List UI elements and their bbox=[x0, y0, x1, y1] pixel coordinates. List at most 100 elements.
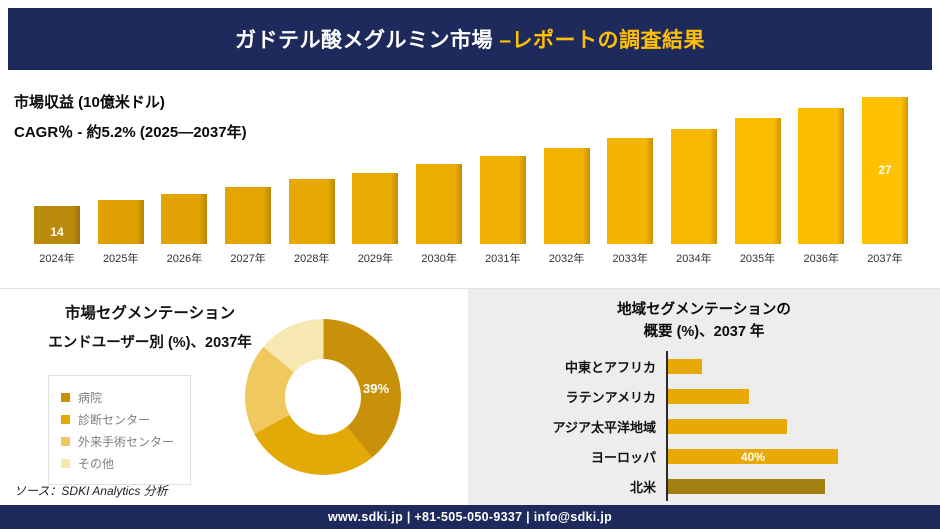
x-axis-tick-label: 2027年 bbox=[230, 253, 266, 265]
revenue-bar-column: 2030年 bbox=[416, 164, 463, 265]
revenue-bar bbox=[161, 194, 208, 244]
revenue-bar: 27 bbox=[861, 97, 908, 244]
legend-item: その他 bbox=[61, 452, 174, 474]
revenue-bar bbox=[798, 108, 845, 244]
legend-label: 病院 bbox=[78, 390, 103, 405]
footer-banner: www.sdki.jp | +81-505-050-9337 | info@sd… bbox=[0, 505, 940, 529]
revenue-bar bbox=[225, 187, 272, 244]
segmentation-titles: 市場セグメンテーション エンドユーザー別 (%)、2037年 bbox=[0, 301, 300, 352]
revenue-bar-column: 2035年 bbox=[734, 118, 781, 265]
regional-row: 北米 bbox=[476, 471, 924, 501]
x-axis-tick-label: 2026年 bbox=[166, 253, 203, 265]
revenue-bar-column: 27 2037年 bbox=[861, 97, 908, 265]
bar-value-label: 27 bbox=[878, 163, 892, 178]
legend-label: 外来手術センター bbox=[78, 434, 175, 449]
legend-label: その他 bbox=[78, 456, 115, 471]
enduser-segmentation-panel: 市場セグメンテーション エンドユーザー別 (%)、2037年 病院診断センター外… bbox=[0, 289, 468, 505]
regional-category-label: ヨーロッパ bbox=[590, 449, 656, 465]
donut-value-label: 39% bbox=[362, 381, 390, 396]
revenue-bar-column: 2026年 bbox=[161, 194, 208, 265]
revenue-chart-labels: 市場収益 (10億米ドル) CAGR％ - 約5.2% (2025―2037年) bbox=[14, 88, 247, 148]
regional-bar-area bbox=[666, 381, 924, 411]
enduser-legend: 病院診断センター外来手術センター その他 bbox=[48, 375, 192, 485]
x-axis-tick-label: 2037年 bbox=[867, 253, 903, 265]
regional-bar bbox=[668, 388, 749, 404]
revenue-bar bbox=[352, 173, 399, 244]
regional-bar bbox=[668, 478, 825, 494]
segmentation-title: 市場セグメンテーション bbox=[64, 305, 236, 322]
segmentation-subtitle: エンドユーザー別 (%)、2037年 bbox=[48, 335, 252, 351]
regional-category-label: ラテンアメリカ bbox=[565, 389, 656, 405]
regional-title: 地域セグメンテーションの 概要 (%)、2037 年 bbox=[468, 289, 940, 344]
legend-swatch bbox=[61, 392, 70, 402]
legend-label: 診断センター bbox=[78, 412, 151, 427]
regional-bar-rows: 中東とアフリカ ラテンアメリカアジア太平洋地域ヨーロッパ 40% 北米 bbox=[476, 351, 924, 501]
title-main: ガドテル酸メグルミン市場 bbox=[234, 29, 500, 52]
revenue-bar bbox=[288, 179, 335, 244]
regional-bar-area bbox=[666, 471, 924, 501]
regional-row: 中東とアフリカ bbox=[476, 351, 924, 381]
legend-swatch bbox=[61, 458, 70, 468]
bottom-panels: 市場セグメンテーション エンドユーザー別 (%)、2037年 病院診断センター外… bbox=[0, 288, 940, 505]
legend-item: 病院 bbox=[61, 386, 174, 408]
header-banner: ガドテル酸メグルミン市場 –レポートの調査結果 bbox=[8, 8, 932, 70]
regional-segmentation-panel: 地域セグメンテーションの 概要 (%)、2037 年 中東とアフリカ ラテンアメリ… bbox=[468, 289, 940, 505]
x-axis-tick-label: 2034年 bbox=[676, 253, 712, 265]
enduser-donut-chart: 39% bbox=[245, 319, 401, 475]
bar-value-label: 14 bbox=[50, 225, 64, 239]
revenue-bar-column: 14 2024年 bbox=[34, 206, 80, 265]
legend-item: 診断センター bbox=[61, 408, 174, 430]
x-axis-tick-label: 2031年 bbox=[485, 253, 521, 265]
x-axis-tick-label: 2035年 bbox=[739, 253, 776, 265]
page-title: ガドテル酸メグルミン市場 –レポートの調査結果 bbox=[235, 24, 705, 54]
regional-bar-area bbox=[666, 351, 924, 381]
revenue-bar-column: 2029年 bbox=[352, 173, 399, 265]
legend-item: 外来手術センター bbox=[61, 430, 174, 452]
revenue-bar-column: 2033年 bbox=[607, 138, 654, 265]
regional-bar-area bbox=[666, 411, 924, 441]
regional-category-label: 北米 bbox=[629, 479, 656, 495]
regional-bar: 40% bbox=[668, 448, 838, 464]
regional-row: アジア太平洋地域 bbox=[476, 411, 924, 441]
title-accent: –レポートの調査結果 bbox=[499, 29, 706, 52]
revenue-metric-label: 市場収益 (10億米ドル) bbox=[14, 94, 165, 111]
x-axis-tick-label: 2030年 bbox=[421, 253, 457, 265]
x-axis-tick-label: 2029年 bbox=[357, 253, 394, 265]
revenue-bar-column: 2034年 bbox=[670, 129, 717, 265]
revenue-bar bbox=[479, 156, 526, 244]
revenue-bar-column: 2027年 bbox=[225, 187, 272, 265]
revenue-bar bbox=[607, 138, 654, 244]
revenue-bar-column: 2031年 bbox=[479, 156, 526, 265]
regional-row: ヨーロッパ 40% bbox=[476, 441, 924, 471]
legend-swatch bbox=[61, 436, 70, 446]
x-axis-tick-label: 2032年 bbox=[548, 253, 585, 265]
x-axis-tick-label: 2036年 bbox=[803, 253, 839, 265]
revenue-bar bbox=[416, 164, 463, 244]
revenue-bar-chart: 14 2024年 2025年 2026年 2027年 2028年 2029年 2030年 203… bbox=[34, 97, 908, 265]
regional-title-line1: 地域セグメンテーションの bbox=[617, 302, 791, 318]
revenue-bar-column: 2032年 bbox=[543, 148, 590, 265]
revenue-cagr-label: CAGR％ - 約5.2% (2025―2037年) bbox=[14, 124, 247, 141]
regional-title-line2: 概要 (%)、2037 年 bbox=[643, 324, 765, 341]
regional-category-label: アジア太平洋地域 bbox=[552, 419, 656, 435]
revenue-bar-column: 2036年 bbox=[798, 108, 845, 265]
x-axis-tick-label: 2028年 bbox=[294, 253, 330, 265]
regional-bar-area: 40% bbox=[666, 441, 924, 471]
revenue-bar-column: 2025年 bbox=[97, 200, 144, 265]
footer-contact: www.sdki.jp | +81-505-050-9337 | info@sd… bbox=[327, 510, 613, 524]
revenue-bar bbox=[670, 129, 717, 244]
regional-bar bbox=[668, 358, 702, 374]
regional-category-label: 中東とアフリカ bbox=[564, 359, 656, 375]
x-axis-tick-label: 2033年 bbox=[612, 253, 648, 265]
donut-hole bbox=[285, 359, 361, 435]
x-axis-tick-label: 2024年 bbox=[39, 253, 75, 265]
revenue-bar bbox=[543, 148, 590, 244]
revenue-chart-section: 市場収益 (10億米ドル) CAGR％ - 約5.2% (2025―2037年)… bbox=[0, 70, 940, 288]
revenue-bar: 14 bbox=[34, 206, 80, 244]
revenue-bar bbox=[97, 200, 144, 244]
revenue-bar bbox=[734, 118, 781, 244]
revenue-bar-column: 2028年 bbox=[288, 179, 335, 265]
legend-swatch bbox=[61, 414, 70, 424]
bar-value-label: 40% bbox=[740, 449, 766, 464]
